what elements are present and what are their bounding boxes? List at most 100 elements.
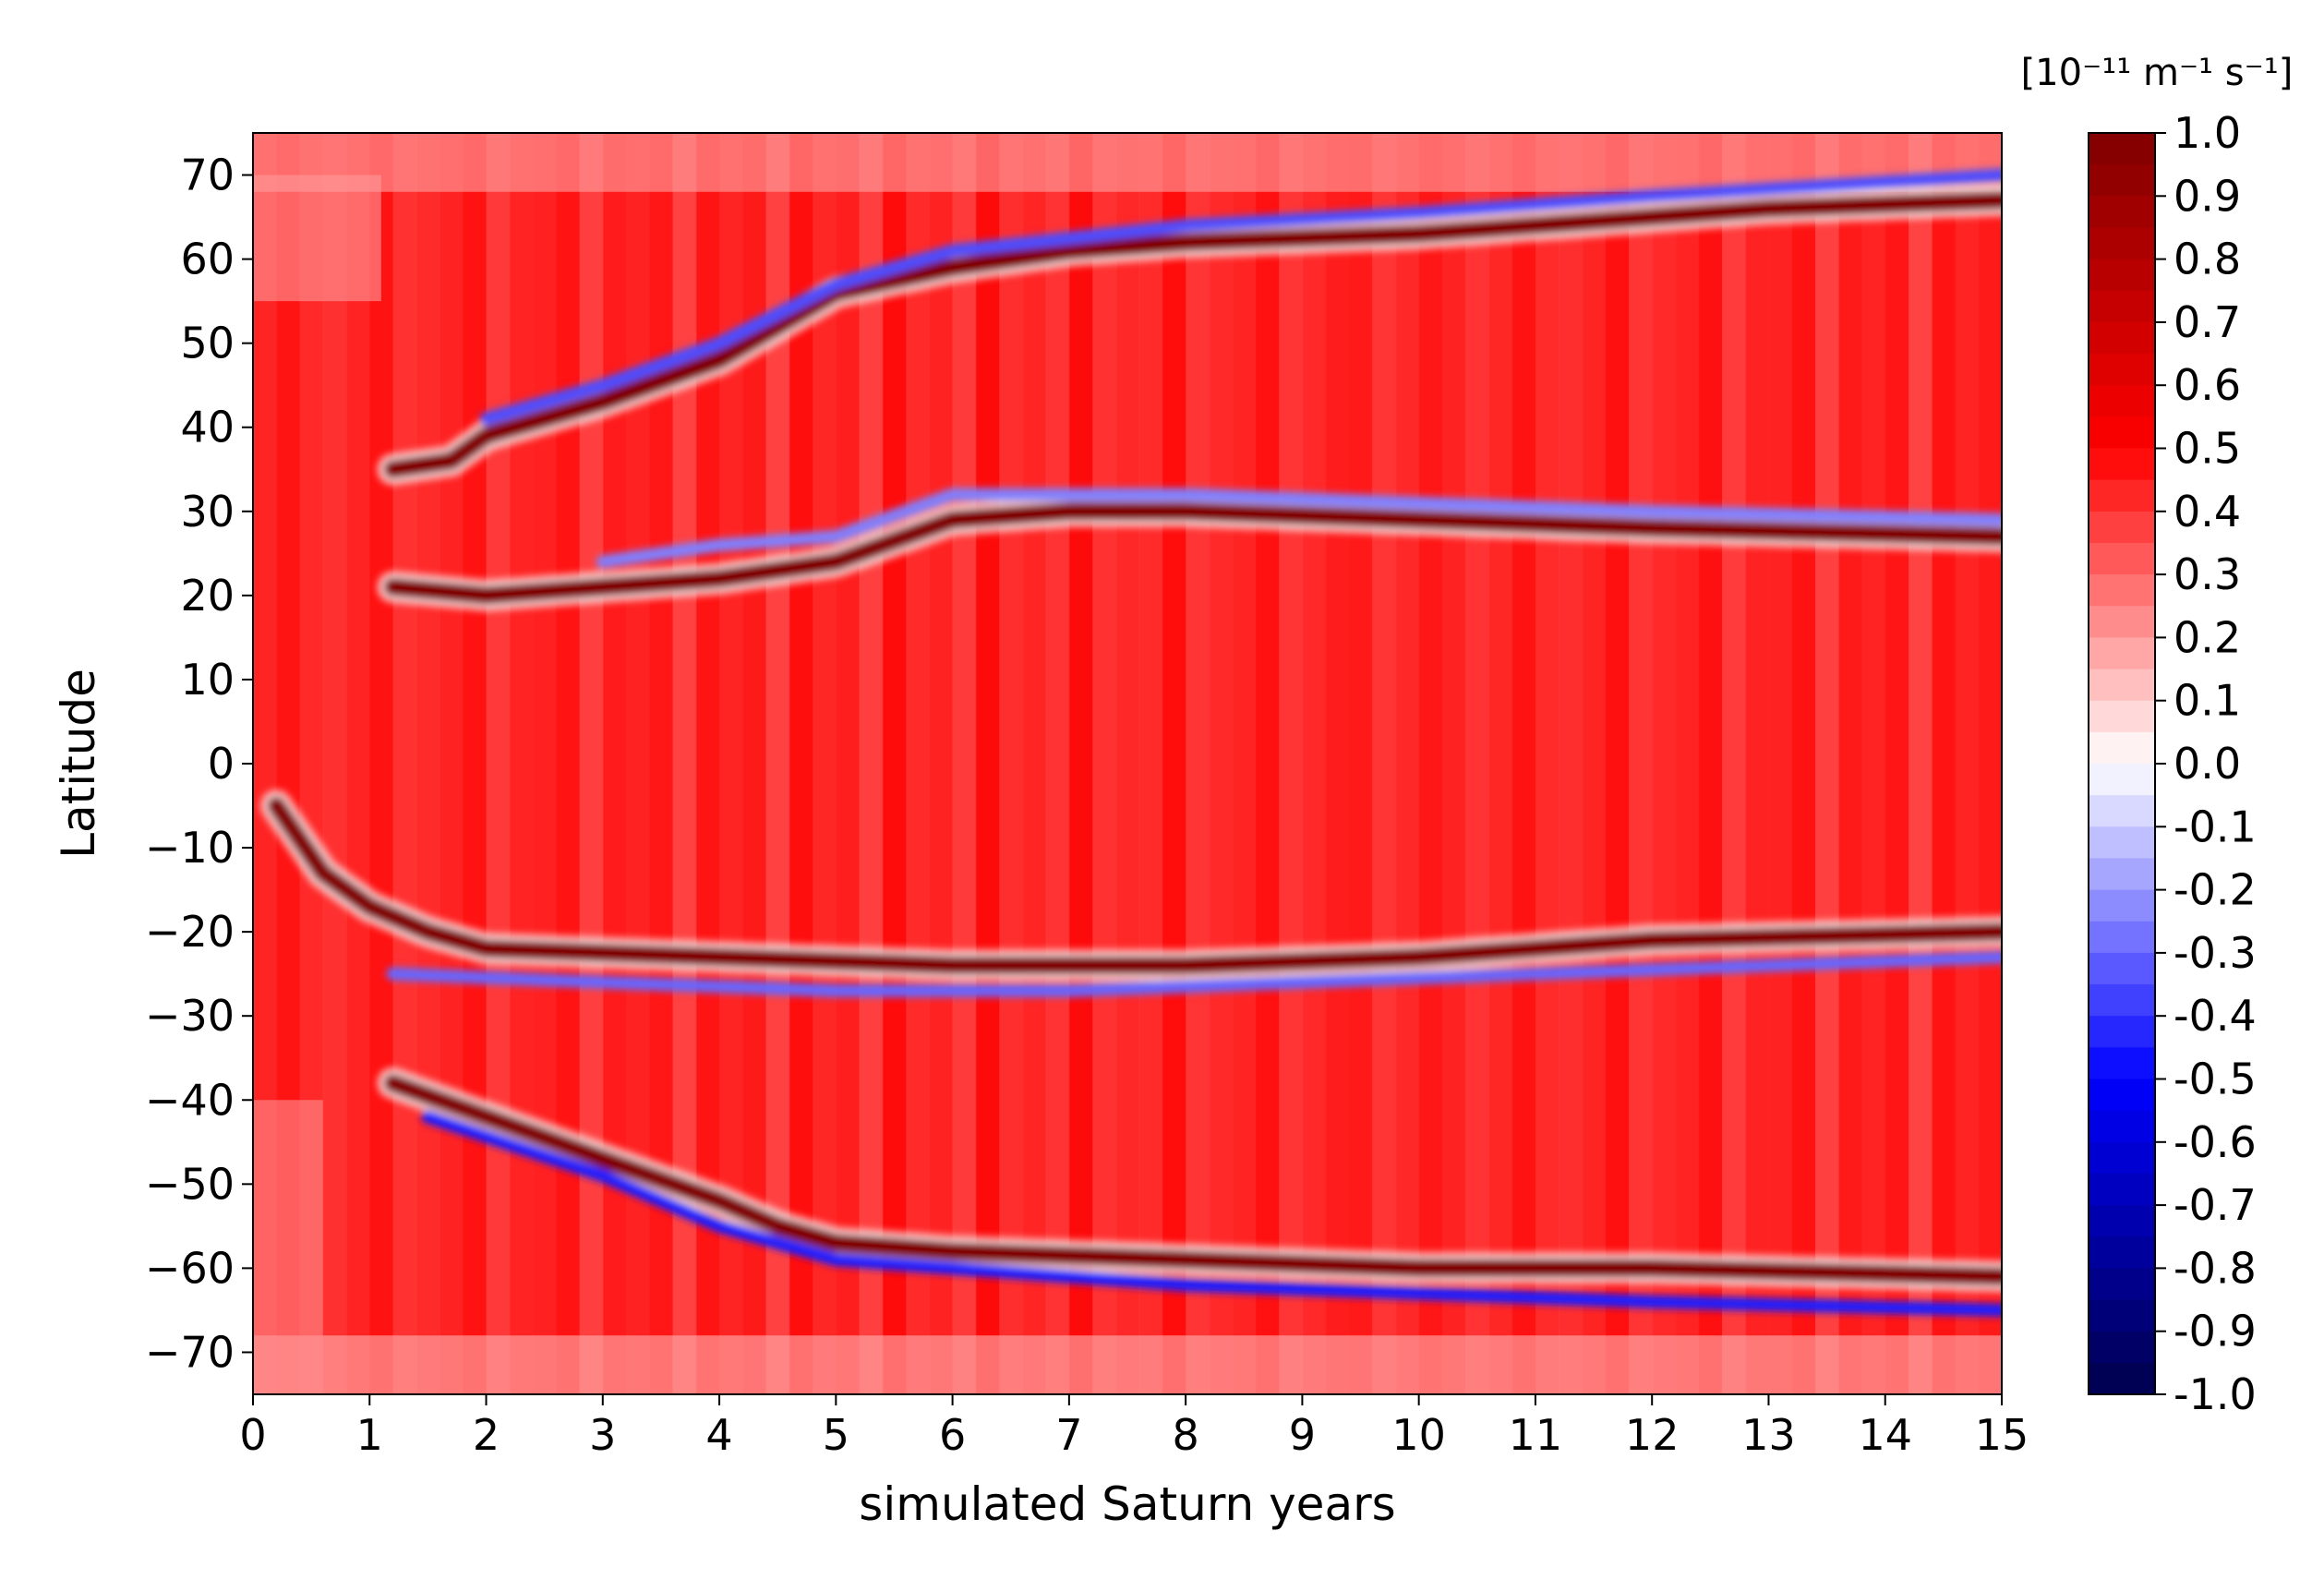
heatmap-stripe [346,133,371,1394]
y-tick-label: −10 [145,823,235,873]
heatmap-plot-area [253,133,2002,1394]
heatmap-stripe [1045,133,1070,1394]
colorbar-cell [2089,542,2155,575]
colorbar-tick-label: 0.4 [2173,487,2241,536]
y-tick-label: 30 [180,487,235,536]
colorbar-cell [2089,889,2155,922]
y-tick-label: 70 [180,151,235,200]
colorbar-tick-label: -0.5 [2173,1055,2257,1104]
y-tick-label: 50 [180,319,235,368]
colorbar-tick-label: 0.6 [2173,360,2241,410]
heatmap-stripe [1325,133,1350,1394]
colorbar-tick-label: 0.7 [2173,297,2241,347]
colorbar-ticks: 1.0 0.9 0.8 0.7 0.6 0.5 0.4 0.3 0.2 0.1 0.0 -0.1 -0.… [2155,108,2257,1419]
southern-high-latitude-ridge [383,1074,2002,1286]
colorbar-cell [2089,133,2155,165]
colorbar-cell [2089,731,2155,765]
heatmap-stripe [1955,133,1980,1394]
colorbar-cell [2089,984,2155,1017]
heatmap-stripe [1605,133,1630,1394]
heatmap-stripe [1232,133,1257,1394]
colorbar-cell [2089,385,2155,417]
y-tick-label: 60 [180,235,235,284]
heatmap-stripe [952,133,977,1394]
heatmap-stripe [440,133,464,1394]
heatmap-stripe [1908,133,1933,1394]
x-tick-label: 4 [705,1410,732,1460]
y-axis-ticks: 70 60 50 40 30 20 10 0 −10 −20 −30 −40 −50 −60 −70 [145,151,253,1377]
heatmap-stripe [1465,133,1490,1394]
heatmap-stripe [1535,133,1560,1394]
x-tick-label: 5 [823,1410,849,1460]
x-tick-label: 0 [239,1410,266,1460]
colorbar-tick-label: 0.9 [2173,171,2241,221]
colorbar-cell [2089,795,2155,827]
heatmap-stripe [509,133,535,1394]
colorbar-cell [2089,1236,2155,1269]
y-tick-label: −50 [145,1159,235,1209]
heatmap-stripe [1418,133,1443,1394]
heatmap-stripe [1511,133,1536,1394]
heatmap-stripe [1348,133,1374,1394]
colorbar-tick-label: -0.4 [2173,991,2257,1041]
colorbar-cell [2089,1331,2155,1364]
colorbar-cell [2089,448,2155,481]
heatmap-stripe [1115,133,1140,1394]
heatmap-zone [253,1335,2002,1394]
heatmap-stripe [1186,133,1210,1394]
colorbar-tick-label: 0.3 [2173,549,2241,599]
heatmap-stripe [1302,133,1327,1394]
colorbar-tick-label: -0.6 [2173,1117,2257,1167]
colorbar-tick-label: -1.0 [2173,1369,2257,1419]
x-tick-label: 3 [589,1410,616,1460]
heatmap-stripe [1652,133,1677,1394]
x-tick-label: 7 [1055,1410,1082,1460]
heatmap-stripe [882,133,908,1394]
colorbar-cell [2089,164,2155,197]
southern-mid-latitude-ridge [267,796,2002,975]
heatmap-stripe [1092,133,1117,1394]
x-tick-label: 10 [1391,1410,1446,1460]
southern-trough-1 [386,950,2002,997]
heatmap-stripe [1022,133,1047,1394]
colorbar-cell [2089,1047,2155,1080]
colorbar-cell [2089,826,2155,860]
heatmap-stripe [789,133,814,1394]
colorbar-tick-label: 0.1 [2173,676,2241,726]
x-tick-label: 11 [1509,1410,1563,1460]
heatmap-stripe [1932,133,1957,1394]
colorbar-cell [2089,574,2155,607]
heatmap-features [260,168,2002,1317]
heatmap-stripe [415,133,441,1394]
heatmap-stripe [975,133,1001,1394]
heatmap-stripe [1628,133,1654,1394]
colorbar-cell [2089,637,2155,670]
x-axis-ticks: 0 1 2 3 4 5 6 7 8 9 10 11 12 13 14 15 [239,1394,2029,1460]
heatmap-stripe [1488,133,1513,1394]
heatmap-stripe [322,133,348,1394]
heatmap-stripe [602,133,628,1394]
x-tick-label: 12 [1625,1410,1680,1460]
heatmap-stripe [1279,133,1304,1394]
heatmap-stripe [1791,133,1816,1394]
colorbar-cell [2089,1016,2155,1048]
heatmap-stripe [1395,133,1420,1394]
x-tick-label: 2 [473,1410,500,1460]
heatmap-stripe [1209,133,1234,1394]
colorbar-cell [2089,764,2155,796]
colorbar-tick-label: -0.3 [2173,928,2257,978]
colorbar-tick-label: 1.0 [2173,108,2241,158]
colorbar: 1.0 0.9 0.8 0.7 0.6 0.5 0.4 0.3 0.2 0.1 0.0 -0.1 -0.… [2021,52,2294,1419]
colorbar-cell [2089,1299,2155,1332]
heatmap-stripe [1861,133,1886,1394]
colorbar-cell [2089,700,2155,733]
colorbar-cell [2089,416,2155,450]
heatmap-stripe [813,133,837,1394]
heatmap-stripe [906,133,931,1394]
colorbar-cell [2089,321,2155,355]
heatmap-stripe [1768,133,1793,1394]
y-tick-label: −40 [145,1075,235,1125]
heatmap-stripe [1138,133,1163,1394]
colorbar-cell [2089,196,2155,229]
colorbar-tick-label: -0.8 [2173,1243,2257,1293]
